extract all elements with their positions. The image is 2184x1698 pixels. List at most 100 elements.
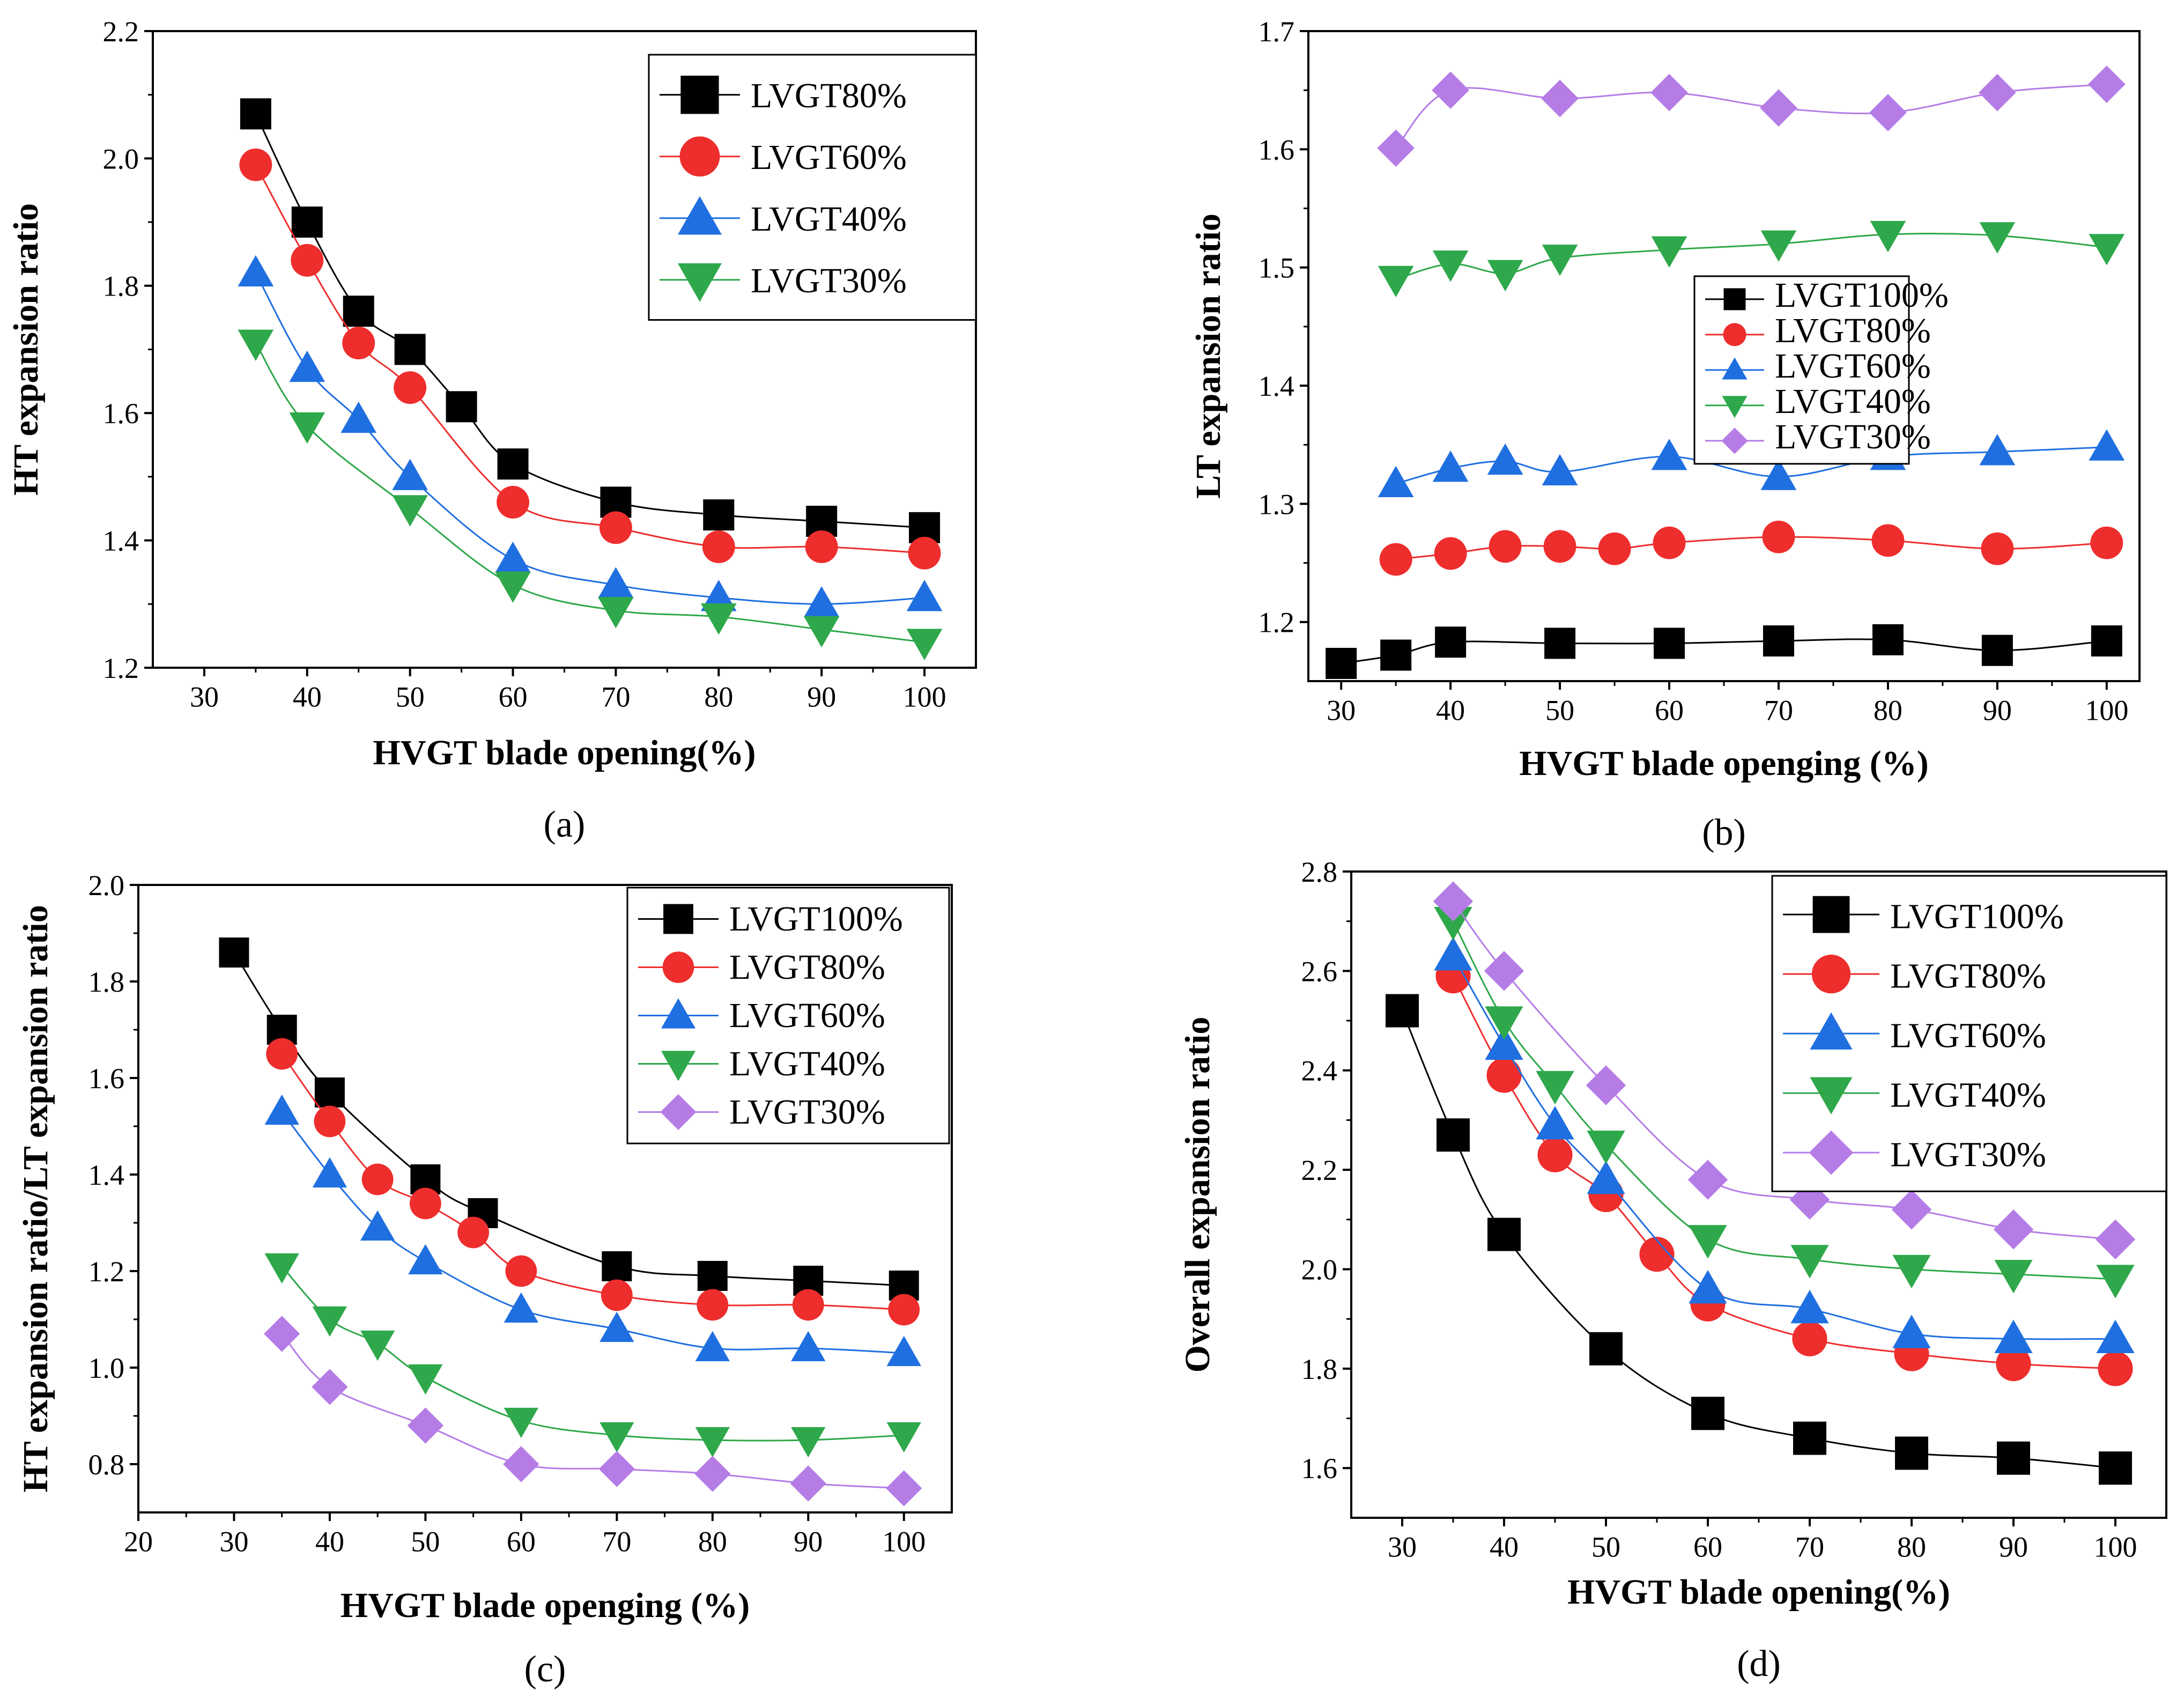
data-point bbox=[1871, 524, 1905, 557]
data-point bbox=[695, 1427, 730, 1458]
data-point bbox=[1997, 1441, 2030, 1475]
panel-caption-d: (d) bbox=[1737, 1643, 1781, 1685]
y-tick-label: 1.6 bbox=[88, 1062, 125, 1095]
data-point bbox=[312, 1157, 347, 1188]
data-point bbox=[703, 499, 735, 531]
x-axis-title-b: HVGT blade openging (%) bbox=[1519, 744, 1928, 783]
data-point bbox=[264, 1094, 299, 1125]
y-tick-label: 1.5 bbox=[1258, 252, 1295, 284]
y-axis-title-c: HT expansion ratio/LT expansion ratio bbox=[16, 905, 55, 1492]
x-tick-label: 70 bbox=[1764, 695, 1793, 727]
data-point bbox=[1377, 129, 1415, 167]
data-point bbox=[1541, 79, 1579, 117]
panel-c: 20 30 40 50 60 70 80 90 100 0.8 1.0 1.2 1.4 1.6 1.8 2.0… bbox=[16, 869, 953, 1690]
data-point bbox=[408, 1244, 443, 1275]
x-tick-label: 100 bbox=[2085, 695, 2128, 727]
data-point bbox=[1994, 1319, 2033, 1354]
data-point bbox=[503, 1446, 539, 1482]
data-point bbox=[1435, 626, 1467, 658]
data-point bbox=[598, 597, 634, 629]
data-point bbox=[340, 401, 377, 433]
data-point bbox=[888, 1294, 920, 1326]
data-point bbox=[1487, 443, 1523, 475]
legend-label: LVGT40% bbox=[751, 200, 907, 239]
data-point bbox=[1586, 1065, 1626, 1105]
data-point bbox=[1536, 1106, 1574, 1140]
data-point bbox=[702, 530, 735, 563]
data-point bbox=[495, 571, 531, 603]
data-point bbox=[906, 580, 943, 611]
series-LVGT80% bbox=[1379, 520, 2123, 576]
legend-marker bbox=[1810, 1077, 1853, 1114]
data-point bbox=[1489, 530, 1522, 563]
legend-marker bbox=[661, 1051, 696, 1081]
data-point bbox=[446, 391, 477, 423]
data-point bbox=[803, 586, 840, 618]
data-point bbox=[1589, 1332, 1623, 1365]
series-LVGT30% bbox=[264, 1316, 922, 1507]
data-point bbox=[599, 1311, 634, 1342]
series-LVGT30% bbox=[238, 329, 943, 660]
y-tick-label: 1.4 bbox=[103, 525, 139, 557]
data-point bbox=[1437, 1118, 1470, 1152]
data-point bbox=[238, 255, 274, 287]
panel-a: 30 40 50 60 70 80 90 100 1.2 1.4 1.6 1.8 2.0 2.2 HVGT … bbox=[6, 16, 977, 845]
series-line bbox=[1452, 975, 2116, 1370]
data-point bbox=[1687, 1160, 1728, 1200]
data-point bbox=[1651, 236, 1687, 268]
legend-marker bbox=[662, 951, 694, 983]
data-point bbox=[1326, 647, 1357, 679]
data-point bbox=[1869, 94, 1907, 131]
y-tick-label: 1.6 bbox=[1301, 1452, 1338, 1485]
legend-label: LVGT30% bbox=[1890, 1135, 2046, 1174]
data-point bbox=[598, 1451, 635, 1487]
data-point bbox=[312, 1369, 348, 1405]
data-point bbox=[2096, 1265, 2135, 1298]
data-point bbox=[1689, 1269, 1727, 1304]
data-point bbox=[289, 350, 325, 382]
data-point bbox=[694, 1456, 731, 1492]
data-point bbox=[1537, 1137, 1573, 1172]
data-point bbox=[1981, 634, 2013, 666]
data-point bbox=[1654, 627, 1685, 659]
data-point bbox=[695, 1331, 730, 1362]
data-point bbox=[505, 1255, 537, 1287]
legend-label: LVGT30% bbox=[729, 1092, 885, 1132]
data-point bbox=[791, 1331, 826, 1362]
data-point bbox=[697, 1261, 728, 1291]
data-point bbox=[2096, 1319, 2135, 1354]
legend-marker bbox=[1722, 357, 1748, 380]
y-tick-label: 1.2 bbox=[88, 1256, 125, 1288]
legend-d: LVGT100% LVGT80% LVGT60% LVGT40% LVGT30% bbox=[1771, 875, 2167, 1192]
x-tick-label: 50 bbox=[1545, 695, 1574, 727]
data-point bbox=[291, 206, 323, 238]
legend-label: LVGT80% bbox=[1775, 311, 1931, 350]
data-point bbox=[1542, 454, 1578, 485]
data-point bbox=[266, 1038, 298, 1070]
data-point bbox=[1996, 1346, 2031, 1382]
data-point bbox=[314, 1105, 346, 1138]
legend-label: LVGT40% bbox=[1890, 1075, 2046, 1114]
y-tick-label: 1.8 bbox=[88, 966, 125, 998]
data-point bbox=[1598, 532, 1631, 565]
legend-label: LVGT80% bbox=[729, 948, 885, 987]
legend-label: LVGT80% bbox=[1890, 956, 2046, 995]
data-point bbox=[219, 937, 249, 968]
data-point bbox=[791, 1427, 826, 1458]
data-point bbox=[1487, 1217, 1521, 1251]
data-point bbox=[1793, 1421, 1826, 1455]
x-tick-label: 40 bbox=[1436, 695, 1465, 727]
series-line bbox=[1395, 233, 2107, 280]
legend-marker bbox=[680, 76, 719, 114]
data-point bbox=[1543, 530, 1576, 563]
data-point bbox=[392, 495, 428, 527]
legend-marker bbox=[1721, 427, 1748, 454]
data-point bbox=[1689, 1225, 1727, 1259]
data-point bbox=[1484, 951, 1524, 991]
data-point bbox=[361, 1163, 394, 1195]
plot-frame-c bbox=[137, 884, 953, 1514]
x-tick-label: 80 bbox=[704, 681, 733, 713]
data-point bbox=[1891, 1190, 1932, 1230]
y-tick-label: 2.6 bbox=[1301, 955, 1338, 987]
y-tick-label: 1.0 bbox=[88, 1352, 125, 1384]
